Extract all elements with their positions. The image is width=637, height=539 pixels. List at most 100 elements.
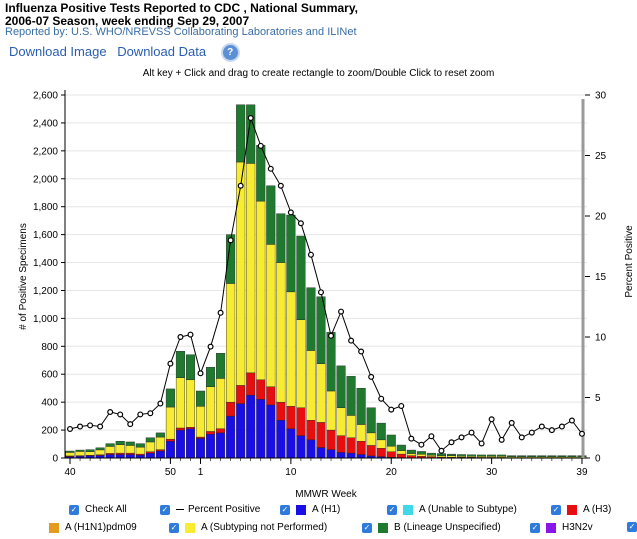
percent-positive-point — [177, 334, 184, 341]
percent-positive-point — [408, 435, 415, 442]
legend-percent-positive[interactable]: ✓ Percent Positive — [160, 504, 260, 515]
percent-positive-point — [287, 209, 294, 216]
bar-segment — [236, 104, 246, 163]
bar-segment — [326, 429, 336, 450]
percent-positive-point — [358, 348, 365, 355]
bar-segment — [246, 394, 256, 459]
percent-positive-point — [478, 440, 485, 447]
percent-positive-point — [428, 433, 435, 440]
bar-segment — [216, 432, 226, 459]
bar-segment — [125, 452, 135, 455]
percent-positive-point — [117, 411, 124, 418]
bar-segment — [547, 455, 557, 457]
checkbox-icon[interactable]: ✓ — [69, 504, 79, 515]
bar-segment — [145, 437, 155, 443]
bar-segment — [246, 163, 256, 374]
checkbox-icon[interactable]: ✓ — [169, 522, 179, 533]
bar-segment — [296, 235, 306, 320]
bar-segment — [346, 376, 356, 416]
legend-label: A (H3) — [583, 504, 612, 515]
legend-b-lineage[interactable]: ✓ B (Lineage Unspecified) — [362, 522, 501, 533]
bar-segment — [175, 427, 185, 431]
percent-positive-point — [548, 427, 555, 434]
bar-segment — [236, 385, 246, 404]
legend-a-h1n1pdm09[interactable]: A (H1N1)pdm09 — [49, 522, 137, 533]
bar-segment — [115, 441, 125, 445]
help-icon[interactable]: ? — [222, 45, 238, 61]
download-links: Download Image Download Data ? — [9, 44, 238, 61]
bar-segment — [276, 262, 286, 403]
bar-segment — [426, 455, 436, 457]
bar-segment — [266, 185, 276, 245]
bar-segment — [416, 454, 426, 457]
checkbox-icon[interactable]: ✓ — [160, 504, 170, 515]
checkbox-icon[interactable]: ✓ — [280, 504, 290, 515]
bar-segment — [256, 399, 266, 459]
bar-segment — [286, 428, 296, 459]
bar-segment — [185, 428, 195, 459]
influenza-chart[interactable]: 02004006008001,0001,2001,4001,6001,8002,… — [0, 85, 637, 500]
bar-segment — [527, 455, 537, 457]
percent-positive-point — [488, 416, 495, 423]
bar-segment — [386, 434, 396, 447]
bar-segment — [416, 451, 426, 455]
download-data-link[interactable]: Download Data — [117, 44, 207, 59]
y-tick-label: 1,000 — [33, 314, 58, 325]
bar-segment — [296, 435, 306, 459]
bar-segment — [236, 403, 246, 459]
bar-segment — [155, 449, 165, 452]
bar-segment — [206, 367, 216, 387]
bar-segment — [366, 432, 376, 446]
percent-positive-point — [207, 343, 214, 350]
checkbox-icon[interactable]: ✓ — [530, 522, 540, 533]
bar-segment — [537, 455, 547, 457]
y-tick-label: 1,200 — [33, 286, 58, 297]
y-tick-label: 2,400 — [33, 118, 58, 129]
legend-a-not-performed[interactable]: ✓ A (Subtyping not Performed) — [169, 522, 327, 533]
percent-positive-point — [67, 425, 74, 432]
percent-positive-point — [558, 423, 565, 430]
percent-positive-point — [448, 439, 455, 446]
bar-segment — [196, 390, 206, 407]
legend-h3n2v[interactable]: ✓ H3N2v — [530, 522, 593, 533]
legend-a-unable-subtype[interactable]: ✓ A (Unable to Subtype) — [387, 504, 517, 515]
bar-segment — [196, 438, 206, 459]
checkbox-icon[interactable]: ✓ — [627, 522, 637, 532]
percent-positive-point — [328, 332, 335, 339]
x-tick-label: 1 — [198, 467, 204, 478]
legend-a-h1[interactable]: ✓ A (H1) — [280, 504, 340, 515]
legend-label: Check All — [85, 504, 127, 515]
percent-positive-point — [147, 410, 154, 417]
color-swatch-icon — [378, 522, 388, 533]
bar-segment — [517, 455, 527, 457]
bar-segment — [145, 451, 155, 454]
bar-segment — [286, 406, 296, 429]
bar-segment — [105, 454, 115, 459]
download-image-link[interactable]: Download Image — [9, 44, 107, 59]
x-tick-label: 39 — [576, 467, 588, 478]
checkbox-icon[interactable]: ✓ — [362, 522, 372, 533]
color-swatch-icon — [403, 504, 413, 515]
legend-next-checkbox[interactable]: ✓ — [627, 522, 637, 532]
legend-check-all[interactable]: ✓ Check All — [69, 504, 127, 515]
bar-segment — [366, 407, 376, 434]
y-axis-label: # of Positive Specimens — [18, 223, 29, 330]
color-swatch-icon — [546, 522, 556, 533]
percent-positive-point — [297, 220, 304, 227]
checkbox-icon[interactable]: ✓ — [551, 504, 561, 515]
legend-label: A (Subtyping not Performed) — [201, 522, 328, 533]
percent-positive-point — [438, 447, 445, 454]
bar-segment — [185, 379, 195, 428]
bar-segment — [436, 453, 446, 456]
legend-a-h3[interactable]: ✓ A (H3) — [551, 504, 611, 515]
bar-segment — [386, 451, 396, 458]
y-tick-label: 1,800 — [33, 202, 58, 213]
bar-segment — [85, 451, 95, 456]
bar-segment — [206, 386, 216, 432]
bar-segment — [165, 388, 175, 408]
checkbox-icon[interactable]: ✓ — [387, 504, 397, 515]
x-tick-label: 40 — [64, 467, 76, 478]
bar-segment — [436, 455, 446, 458]
bar-segment — [226, 283, 236, 403]
x-tick-label: 30 — [486, 467, 498, 478]
